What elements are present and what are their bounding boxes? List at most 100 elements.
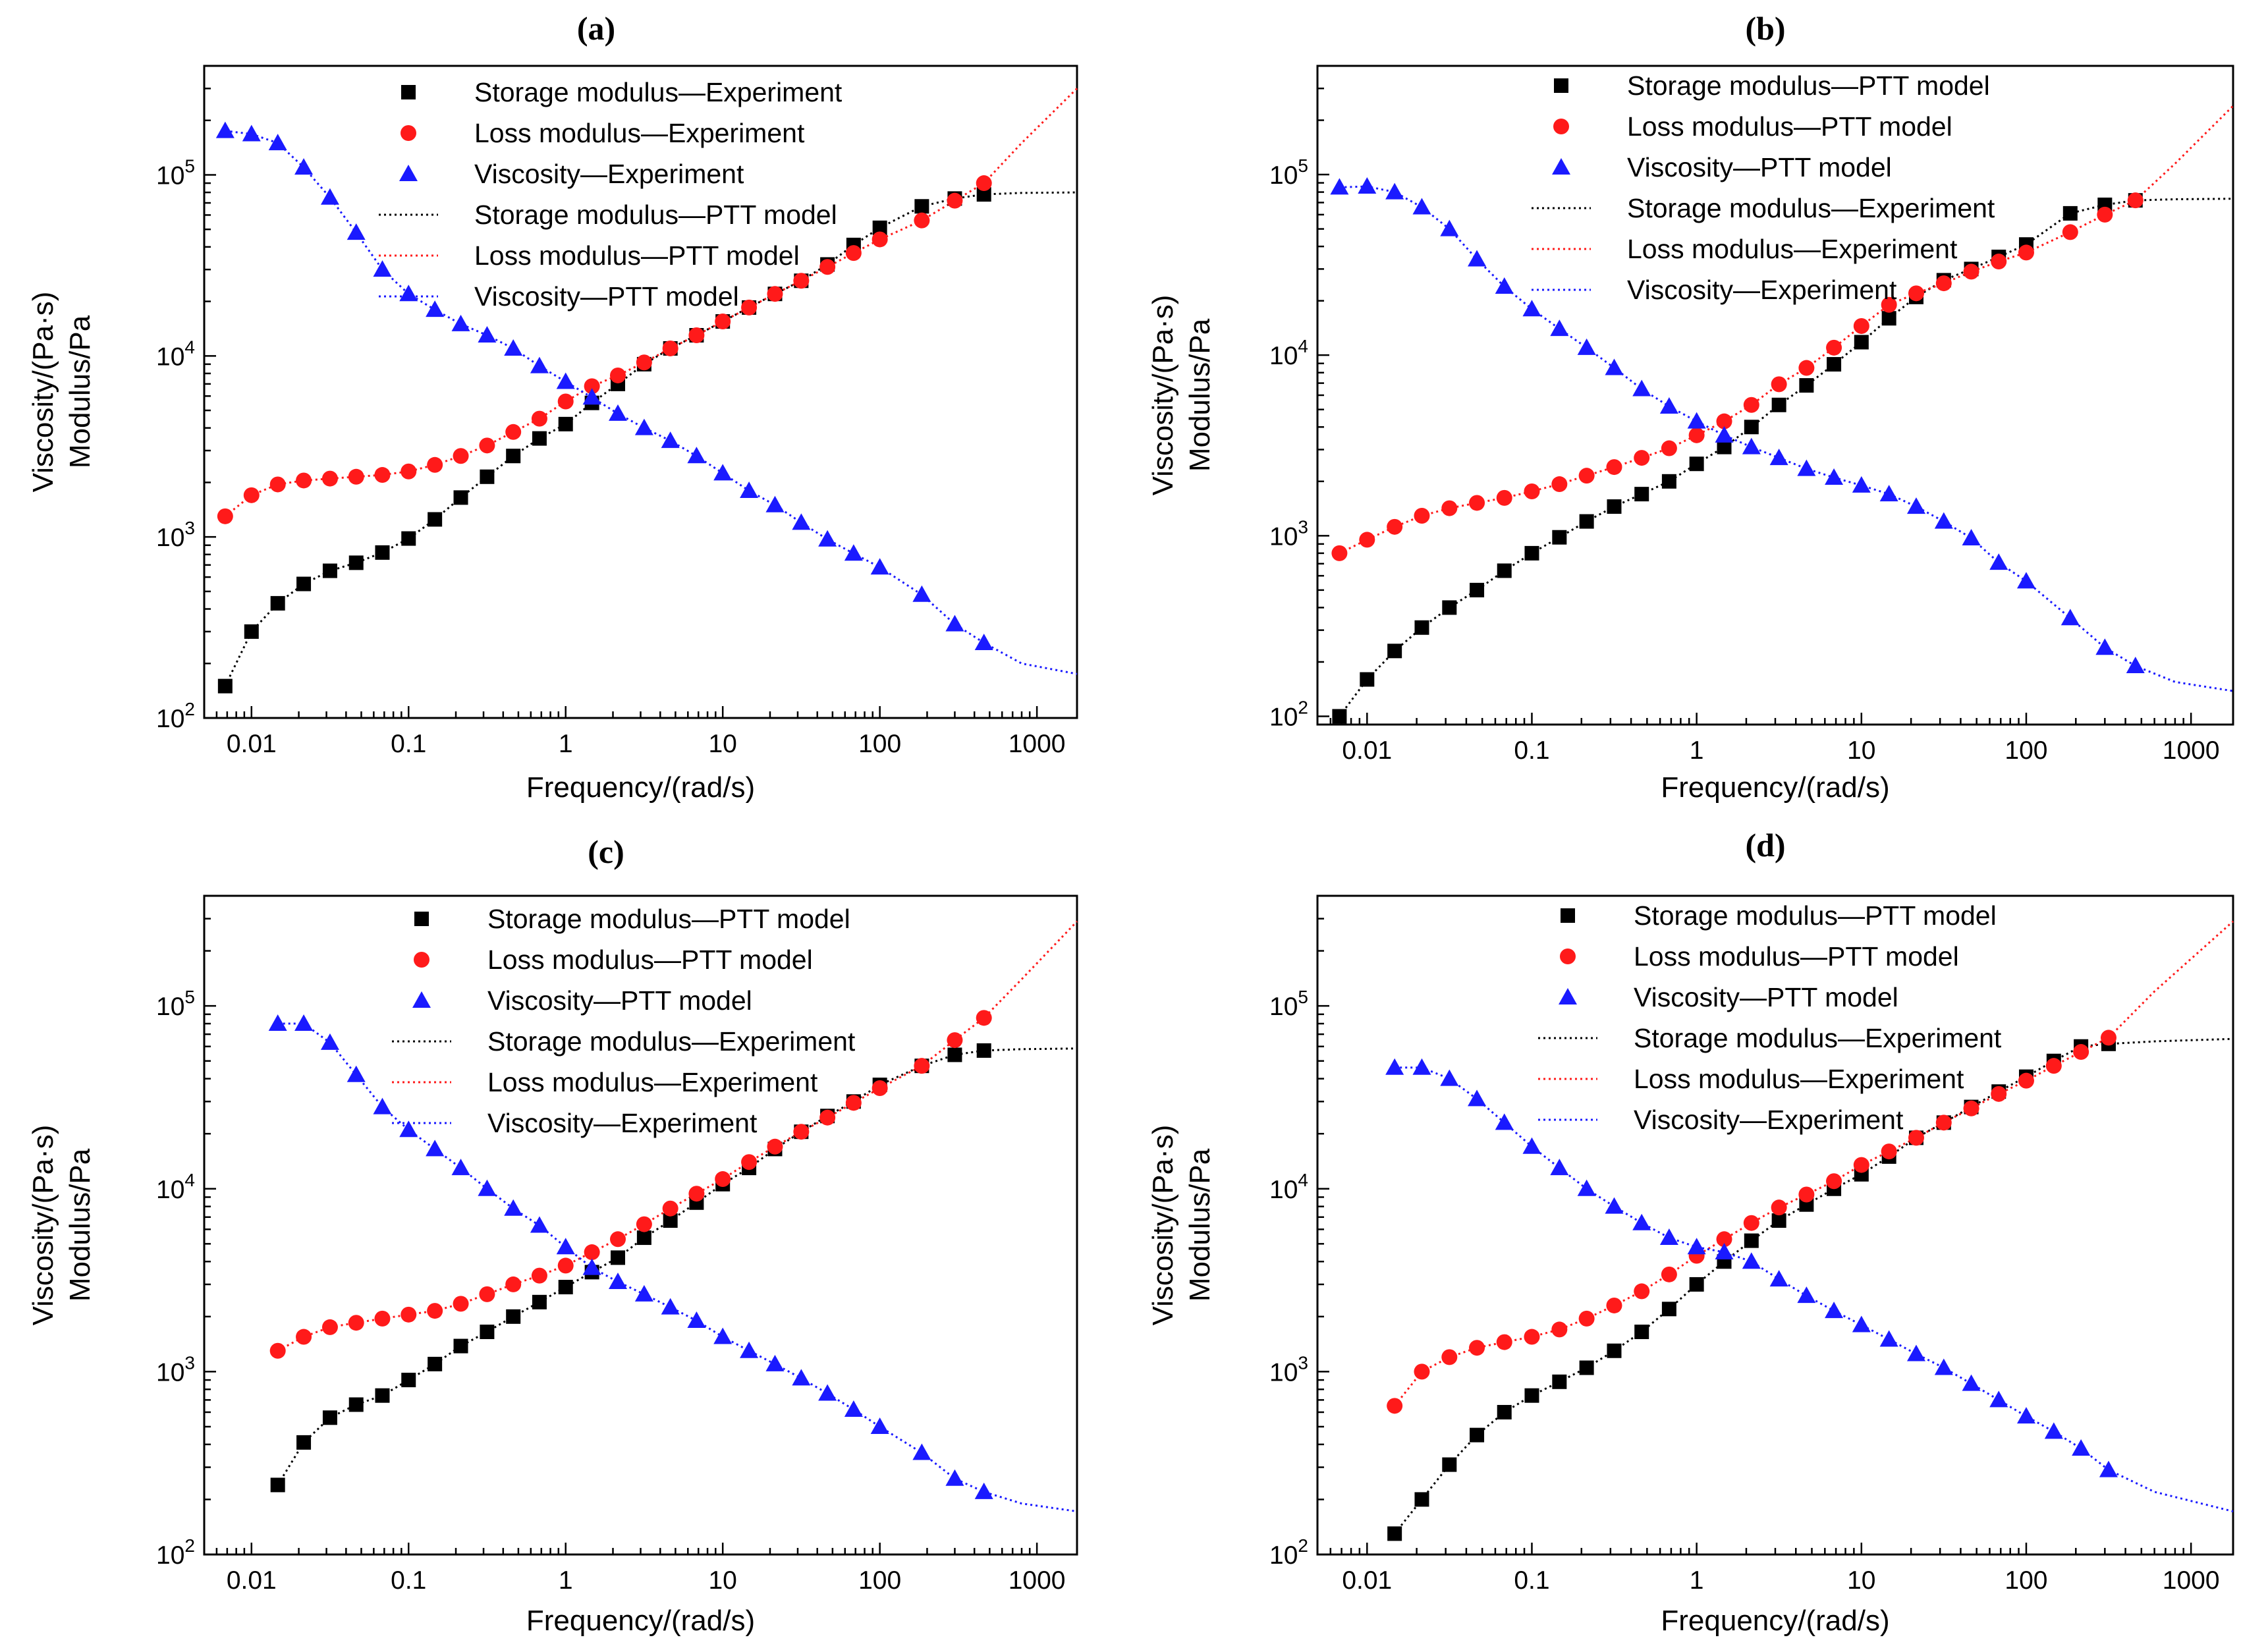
data-point xyxy=(348,468,364,485)
legend-label: Loss modulus—PTT model xyxy=(487,945,813,975)
data-point xyxy=(974,1482,993,1499)
data-point xyxy=(1497,1404,1512,1419)
data-point xyxy=(294,1014,314,1031)
x-tick-label: 1 xyxy=(559,730,573,758)
legend-label: Viscosity—PTT model xyxy=(487,985,752,1016)
data-point xyxy=(609,367,626,383)
data-point xyxy=(792,513,811,530)
legend-label: Viscosity—PTT model xyxy=(1634,982,1898,1012)
data-point xyxy=(634,1284,653,1302)
data-point xyxy=(558,1280,573,1295)
legend: Storage modulus—PTT model Loss modulus—PT… xyxy=(1538,900,2002,1135)
data-point xyxy=(1579,1360,1594,1375)
data-point xyxy=(912,585,931,602)
panel-title: (c) xyxy=(588,833,624,870)
data-point xyxy=(1414,620,1429,635)
data-point xyxy=(296,472,312,489)
data-point xyxy=(1387,1398,1403,1414)
data-point xyxy=(582,1258,601,1275)
x-tick-label: 0.01 xyxy=(1342,736,1392,765)
data-point xyxy=(1991,254,2007,270)
data-point xyxy=(584,1244,600,1261)
data-point xyxy=(531,410,547,427)
legend-label: Storage modulus—PTT model xyxy=(1634,900,1997,931)
legend-label: Storage modulus—PTT model xyxy=(487,904,850,934)
data-point xyxy=(1607,499,1622,514)
legend-marker xyxy=(1553,119,1569,134)
data-point xyxy=(2018,1072,2034,1089)
data-point xyxy=(1799,378,1814,393)
data-point xyxy=(479,1286,495,1302)
data-point xyxy=(1963,263,1979,280)
data-point xyxy=(1826,1173,1842,1190)
panel-title: (a) xyxy=(577,10,615,47)
legend-label: Viscosity—PTT model xyxy=(1627,152,1892,182)
data-point xyxy=(322,1410,337,1425)
data-point xyxy=(2126,657,2145,674)
legend-marker xyxy=(401,85,416,99)
data-point xyxy=(976,187,991,202)
data-point xyxy=(608,404,627,421)
y-axis-label-viscosity: Viscosity/(Pa·s) xyxy=(1147,1125,1179,1326)
data-point xyxy=(1358,177,1377,194)
data-point xyxy=(740,1341,759,1358)
data-point xyxy=(1716,1231,1732,1248)
y-axis-label-viscosity: Viscosity/(Pa·s) xyxy=(27,292,59,493)
data-point xyxy=(1440,1069,1459,1086)
data-point xyxy=(1442,600,1457,615)
data-point xyxy=(1552,530,1567,545)
data-point xyxy=(871,231,888,248)
data-point xyxy=(1606,459,1622,476)
x-tick-label: 1000 xyxy=(1009,730,1066,758)
data-point xyxy=(871,1080,888,1097)
data-point xyxy=(1661,474,1676,489)
data-point xyxy=(530,356,549,373)
viscosity-points xyxy=(1330,177,2145,674)
data-point xyxy=(819,259,836,275)
storage-modulus-model-line xyxy=(1394,1037,2234,1535)
data-point xyxy=(845,1095,862,1111)
data-point xyxy=(1578,1310,1595,1327)
data-point xyxy=(217,678,233,694)
data-point xyxy=(1934,512,1953,529)
data-point xyxy=(1577,338,1596,355)
data-point xyxy=(374,1310,391,1327)
data-point xyxy=(947,1047,962,1062)
panel-1: (b) 0.01 0.1 1 10 100 1000 102 103 104 105 Frequenc… xyxy=(1147,10,2234,804)
legend-marker xyxy=(414,952,429,968)
data-point xyxy=(453,490,468,505)
x-tick-label: 10 xyxy=(1847,1566,1875,1595)
data-point xyxy=(634,418,653,435)
data-point xyxy=(662,1200,678,1217)
legend-marker xyxy=(1561,908,1575,923)
data-point xyxy=(1854,335,1869,350)
data-point xyxy=(1769,449,1788,466)
data-point xyxy=(914,1058,930,1074)
data-point xyxy=(375,1388,390,1403)
data-point xyxy=(557,393,574,410)
x-axis-label: Frequency/(rad/s) xyxy=(1661,1605,1889,1637)
data-point xyxy=(1742,437,1761,454)
x-tick-label: 1000 xyxy=(2163,1566,2220,1595)
data-point xyxy=(976,1010,992,1026)
loss-modulus-points xyxy=(1331,192,2144,561)
data-point xyxy=(556,372,575,389)
x-tick-label: 1000 xyxy=(2163,736,2220,765)
data-point xyxy=(793,273,810,289)
x-tick-label: 10 xyxy=(708,730,736,758)
data-point xyxy=(1797,1286,1816,1304)
data-point xyxy=(1826,339,1842,356)
y-tick-label: 104 xyxy=(1269,1170,1308,1204)
data-point xyxy=(2099,1460,2118,1477)
data-point xyxy=(793,1124,810,1140)
data-point xyxy=(1550,1159,1569,1176)
data-point xyxy=(844,544,863,561)
panel-title: (b) xyxy=(1745,10,1785,47)
data-point xyxy=(558,416,573,431)
data-point xyxy=(767,286,783,302)
data-point xyxy=(1496,1334,1512,1350)
legend-label: Storage modulus—Experiment xyxy=(474,77,843,107)
data-point xyxy=(765,1354,785,1371)
data-point xyxy=(1495,1113,1514,1130)
